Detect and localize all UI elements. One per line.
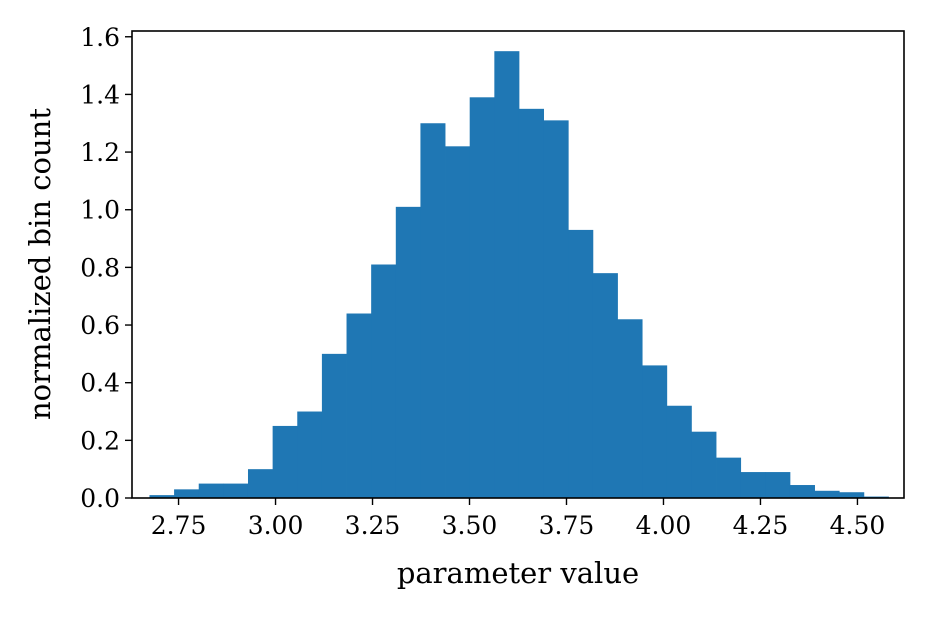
- y-tick-label: 1.4: [80, 80, 120, 109]
- y-tick-label: 0.8: [80, 253, 120, 282]
- histogram-bar: [297, 411, 323, 498]
- x-tick-label: 3.00: [248, 511, 304, 540]
- x-tick-label: 3.50: [442, 511, 498, 540]
- x-tick-label: 2.75: [151, 511, 207, 540]
- histogram-bar: [395, 206, 421, 498]
- histogram-bar: [740, 472, 766, 498]
- x-axis-ticks: 2.75 3.00 3.25 3.50 3.75 4.00 4.25 4.50: [151, 498, 886, 540]
- histogram-bar: [174, 489, 200, 498]
- histogram-bar: [469, 97, 495, 499]
- x-tick-label: 4.25: [733, 511, 789, 540]
- histogram-bar: [839, 492, 865, 498]
- histogram-bar: [321, 353, 347, 498]
- y-axis-label: normalized bin count: [23, 108, 57, 420]
- histogram-bars: [149, 51, 889, 499]
- x-tick-label: 3.75: [539, 511, 595, 540]
- plot-frame: [131, 30, 905, 499]
- histogram-bar: [494, 51, 520, 499]
- histogram-bar: [592, 273, 618, 498]
- y-tick-label: 0.6: [80, 311, 120, 340]
- y-tick-label: 0.4: [80, 369, 120, 398]
- y-tick-label: 1.6: [80, 23, 120, 52]
- histogram-bar: [666, 405, 692, 498]
- y-tick-label: 0.0: [80, 484, 120, 513]
- histogram-bar: [765, 472, 791, 498]
- histogram-bar: [346, 313, 372, 498]
- histogram-bar: [642, 365, 668, 498]
- y-tick-label: 1.0: [80, 196, 120, 225]
- histogram-bar: [568, 229, 594, 498]
- histogram-bar: [691, 431, 717, 498]
- y-tick-label: 0.2: [80, 426, 120, 455]
- histogram-bar: [445, 146, 471, 498]
- histogram-bar: [198, 483, 224, 498]
- histogram-bar: [223, 483, 249, 498]
- histogram-bar: [371, 264, 397, 498]
- histogram-bar: [716, 457, 742, 498]
- histogram-bar: [247, 469, 274, 498]
- histogram-bar: [789, 485, 815, 498]
- histogram-bar: [518, 108, 544, 498]
- x-axis-label: parameter value: [397, 556, 639, 590]
- histogram-bar: [272, 425, 298, 498]
- x-tick-label: 3.25: [345, 511, 401, 540]
- histogram-bar: [420, 123, 446, 498]
- y-axis-ticks: 0.0 0.2 0.4 0.6 0.8 1.0 1.2 1.4 1.6: [80, 23, 132, 513]
- histogram-bar: [149, 495, 175, 498]
- y-tick-label: 1.2: [80, 138, 120, 167]
- histogram-bar: [543, 120, 569, 499]
- x-tick-label: 4.50: [830, 511, 886, 540]
- histogram-bar: [814, 490, 840, 498]
- x-tick-label: 4.00: [636, 511, 692, 540]
- histogram-bar: [617, 319, 643, 498]
